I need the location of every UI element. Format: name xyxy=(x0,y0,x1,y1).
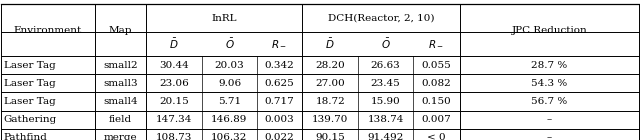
Text: 23.45: 23.45 xyxy=(371,79,401,88)
Text: 106.32: 106.32 xyxy=(211,133,248,140)
Text: 91.492: 91.492 xyxy=(367,133,404,140)
Text: small2: small2 xyxy=(103,61,138,70)
Text: 30.44: 30.44 xyxy=(159,61,189,70)
Text: Pathfind: Pathfind xyxy=(4,133,48,140)
Text: 5.71: 5.71 xyxy=(218,97,241,106)
Text: 26.63: 26.63 xyxy=(371,61,401,70)
Text: Environment: Environment xyxy=(13,26,82,35)
Text: –: – xyxy=(547,133,552,140)
Text: $\bar{D}$: $\bar{D}$ xyxy=(326,37,335,51)
Text: 23.06: 23.06 xyxy=(159,79,189,88)
Text: 108.73: 108.73 xyxy=(156,133,192,140)
Text: 18.72: 18.72 xyxy=(316,97,345,106)
Text: 15.90: 15.90 xyxy=(371,97,401,106)
Text: 28.20: 28.20 xyxy=(316,61,345,70)
Text: 0.625: 0.625 xyxy=(264,79,294,88)
Text: small3: small3 xyxy=(103,79,138,88)
Text: 9.06: 9.06 xyxy=(218,79,241,88)
Text: $R_-$: $R_-$ xyxy=(428,39,444,49)
Text: merge: merge xyxy=(104,133,137,140)
Text: 0.717: 0.717 xyxy=(264,97,294,106)
Text: 0.022: 0.022 xyxy=(264,133,294,140)
Text: Gathering: Gathering xyxy=(4,115,57,124)
Text: Laser Tag: Laser Tag xyxy=(4,97,56,106)
Text: 90.15: 90.15 xyxy=(316,133,345,140)
Text: 0.342: 0.342 xyxy=(264,61,294,70)
Text: 27.00: 27.00 xyxy=(316,79,345,88)
Text: Map: Map xyxy=(109,26,132,35)
Text: 0.007: 0.007 xyxy=(421,115,451,124)
Text: 0.003: 0.003 xyxy=(264,115,294,124)
Text: 56.7 %: 56.7 % xyxy=(531,97,568,106)
Text: Laser Tag: Laser Tag xyxy=(4,61,56,70)
Text: 139.70: 139.70 xyxy=(312,115,348,124)
Text: 147.34: 147.34 xyxy=(156,115,192,124)
Text: 0.082: 0.082 xyxy=(421,79,451,88)
Text: 20.15: 20.15 xyxy=(159,97,189,106)
Text: < 0: < 0 xyxy=(427,133,445,140)
Text: field: field xyxy=(109,115,132,124)
Text: $R_-$: $R_-$ xyxy=(271,39,287,49)
Text: 146.89: 146.89 xyxy=(211,115,248,124)
Text: JPC Reduction: JPC Reduction xyxy=(511,26,588,35)
Text: DCH(Reactor, 2, 10): DCH(Reactor, 2, 10) xyxy=(328,14,434,23)
Text: 28.7 %: 28.7 % xyxy=(531,61,568,70)
Text: Laser Tag: Laser Tag xyxy=(4,79,56,88)
Text: 0.055: 0.055 xyxy=(421,61,451,70)
Text: $\bar{O}$: $\bar{O}$ xyxy=(381,37,390,51)
Text: small4: small4 xyxy=(103,97,138,106)
Text: 54.3 %: 54.3 % xyxy=(531,79,568,88)
Text: 0.150: 0.150 xyxy=(421,97,451,106)
Text: InRL: InRL xyxy=(211,14,237,23)
Text: –: – xyxy=(547,115,552,124)
Text: 20.03: 20.03 xyxy=(214,61,244,70)
Text: 138.74: 138.74 xyxy=(367,115,404,124)
Text: $\bar{O}$: $\bar{O}$ xyxy=(225,37,234,51)
Text: $\bar{D}$: $\bar{D}$ xyxy=(170,37,179,51)
